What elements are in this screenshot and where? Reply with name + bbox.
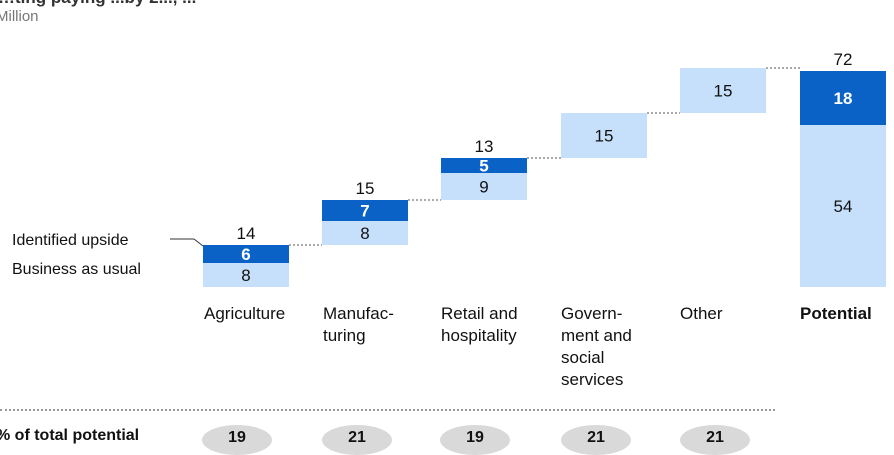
value-label-bau-agriculture: 8 bbox=[241, 266, 250, 285]
bar-segment-upside-potential bbox=[800, 71, 886, 125]
category-label-potential: Potential bbox=[800, 304, 872, 323]
bar-segment-upside-retail bbox=[441, 158, 527, 173]
footer-label: % of total potential bbox=[0, 427, 140, 444]
value-label-upside-potential: 18 bbox=[834, 89, 853, 108]
legend-identified-upside: Identified upside bbox=[12, 232, 129, 249]
bar-segment-bau-manufacturing bbox=[322, 221, 408, 245]
value-label-upside-manufacturing: 7 bbox=[360, 202, 369, 221]
unit-label: Million bbox=[0, 8, 39, 25]
category-label-manufacturing: Manufac- turing bbox=[323, 304, 394, 345]
total-label-agriculture: 14 bbox=[237, 224, 256, 243]
bar-segment-bau-retail bbox=[441, 173, 527, 200]
value-label-bau-retail: 9 bbox=[479, 178, 488, 197]
value-label-bau-other: 15 bbox=[714, 82, 733, 101]
share-badge-government: 21 bbox=[561, 425, 631, 455]
bar-segment-bau-agriculture bbox=[203, 263, 289, 287]
bar-segment-upside-manufacturing bbox=[322, 200, 408, 221]
value-label-bau-government: 15 bbox=[595, 127, 614, 146]
bar-segment-bau-potential bbox=[800, 125, 886, 287]
category-label-government: Govern- ment and social services bbox=[561, 304, 632, 389]
value-label-upside-retail: 5 bbox=[479, 157, 488, 176]
share-badge-manufacturing: 21 bbox=[322, 425, 392, 455]
legend-pointer-line bbox=[193, 238, 204, 247]
total-label-retail: 13 bbox=[475, 137, 494, 156]
bar-segment-bau-government bbox=[561, 113, 647, 158]
bar-segment-upside-agriculture bbox=[203, 245, 289, 263]
bar-segment-bau-other bbox=[680, 68, 766, 113]
total-label-manufacturing: 15 bbox=[356, 179, 375, 198]
value-label-bau-manufacturing: 8 bbox=[360, 224, 369, 243]
category-label-agriculture: Agriculture bbox=[204, 304, 286, 323]
chart-title: …ting paying ...by 2..., ... bbox=[0, 0, 196, 8]
legend-business-as-usual: Business as usual bbox=[12, 261, 141, 278]
category-label-retail: Retail and hospitality bbox=[441, 304, 518, 345]
value-label-bau-potential: 54 bbox=[834, 197, 853, 216]
value-label-upside-agriculture: 6 bbox=[241, 245, 250, 264]
category-label-other: Other bbox=[680, 304, 723, 323]
share-badge-agriculture: 19 bbox=[202, 425, 272, 455]
total-label-potential: 72 bbox=[834, 50, 853, 69]
share-badge-other: 21 bbox=[680, 425, 750, 455]
footer-divider bbox=[0, 409, 775, 411]
share-badge-retail: 19 bbox=[440, 425, 510, 455]
